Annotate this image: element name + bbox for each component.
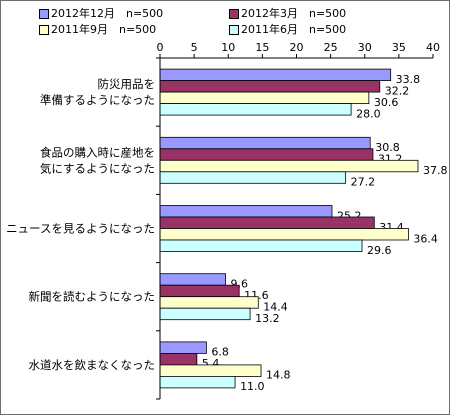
legend-label: 2012年12月 n=500 bbox=[51, 7, 164, 20]
bar bbox=[159, 148, 374, 161]
bar bbox=[159, 91, 370, 104]
value-label: 30.6 bbox=[374, 96, 399, 109]
x-tick-label: 25 bbox=[324, 41, 338, 54]
value-label: 6.8 bbox=[211, 346, 229, 359]
x-tick-label: 40 bbox=[426, 41, 440, 54]
legend-swatch-2011-09 bbox=[39, 25, 49, 35]
value-label: 27.2 bbox=[351, 176, 376, 189]
bar bbox=[159, 159, 419, 173]
bar bbox=[159, 375, 236, 389]
value-label: 13.2 bbox=[255, 312, 280, 325]
bar bbox=[159, 68, 392, 81]
legend-swatch-2011-06 bbox=[229, 25, 239, 35]
bar bbox=[159, 136, 371, 150]
category-label: 準備するようになった bbox=[40, 93, 155, 107]
value-label: 11.0 bbox=[240, 380, 265, 393]
value-label: 29.6 bbox=[367, 244, 392, 257]
category-label: 食品の購入時に産地を bbox=[40, 145, 155, 159]
x-tick-label: 20 bbox=[290, 41, 304, 54]
legend-swatch-2012-12 bbox=[39, 9, 49, 19]
legend-label: 2012年3月 n=500 bbox=[241, 7, 347, 20]
bar bbox=[159, 341, 207, 354]
bar bbox=[159, 239, 363, 252]
legend: 2012年12月 n=500 2012年3月 n=500 2011年9月 n=5… bbox=[5, 5, 395, 39]
x-tick-label: 30 bbox=[358, 41, 372, 54]
x-axis-ticks: 0 5 10 15 20 25 30 35 40 bbox=[157, 41, 440, 58]
category-label: ニュースを見るようになった bbox=[6, 222, 155, 236]
bars: 33.830.825.29.66.832.231.231.411.65.430.… bbox=[159, 68, 448, 393]
bar bbox=[159, 296, 259, 309]
category-label: 防災用品を bbox=[98, 77, 156, 91]
bar bbox=[159, 80, 381, 93]
value-label: 28.0 bbox=[356, 107, 381, 120]
value-label: 30.8 bbox=[375, 141, 400, 154]
value-label: 32.2 bbox=[385, 84, 410, 97]
legend-label: 2011年6月 n=500 bbox=[241, 23, 347, 36]
value-label: 36.4 bbox=[413, 232, 438, 245]
x-tick-label: 5 bbox=[191, 41, 198, 54]
category-labels: 防災用品を準備するようになった食品の購入時に産地を気にするようになったニュースを… bbox=[6, 77, 155, 372]
bar bbox=[159, 307, 251, 321]
value-label: 37.8 bbox=[423, 164, 448, 177]
bar bbox=[159, 364, 262, 377]
value-label: 33.8 bbox=[396, 73, 421, 86]
legend-swatch-2012-03 bbox=[229, 9, 239, 19]
bar bbox=[159, 171, 347, 184]
bar bbox=[159, 205, 333, 218]
axes bbox=[156, 57, 433, 400]
category-label: 水道水を飲まなくなった bbox=[29, 358, 156, 372]
bar bbox=[159, 103, 352, 116]
bar bbox=[159, 273, 226, 286]
x-tick-label: 10 bbox=[221, 41, 235, 54]
value-label: 14.4 bbox=[263, 300, 288, 313]
bar bbox=[159, 216, 375, 229]
x-tick-label: 35 bbox=[392, 41, 406, 54]
bar bbox=[159, 228, 409, 241]
legend-label: 2011年9月 n=500 bbox=[51, 23, 157, 36]
bar bbox=[159, 284, 240, 298]
category-label: 気にするようになった bbox=[40, 161, 155, 175]
x-tick-label: 15 bbox=[255, 41, 269, 54]
bar bbox=[159, 352, 198, 366]
x-tick-label: 0 bbox=[157, 41, 164, 54]
category-label: 新聞を読むようになった bbox=[29, 290, 156, 304]
value-label: 14.8 bbox=[266, 369, 291, 382]
